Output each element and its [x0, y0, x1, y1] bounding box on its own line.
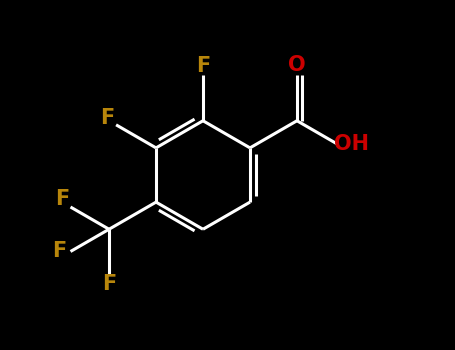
- Text: F: F: [100, 108, 115, 128]
- Text: O: O: [288, 55, 306, 75]
- Text: F: F: [55, 189, 69, 209]
- Text: F: F: [196, 56, 210, 76]
- Text: F: F: [52, 241, 66, 261]
- Text: F: F: [102, 274, 116, 294]
- Text: OH: OH: [334, 134, 369, 154]
